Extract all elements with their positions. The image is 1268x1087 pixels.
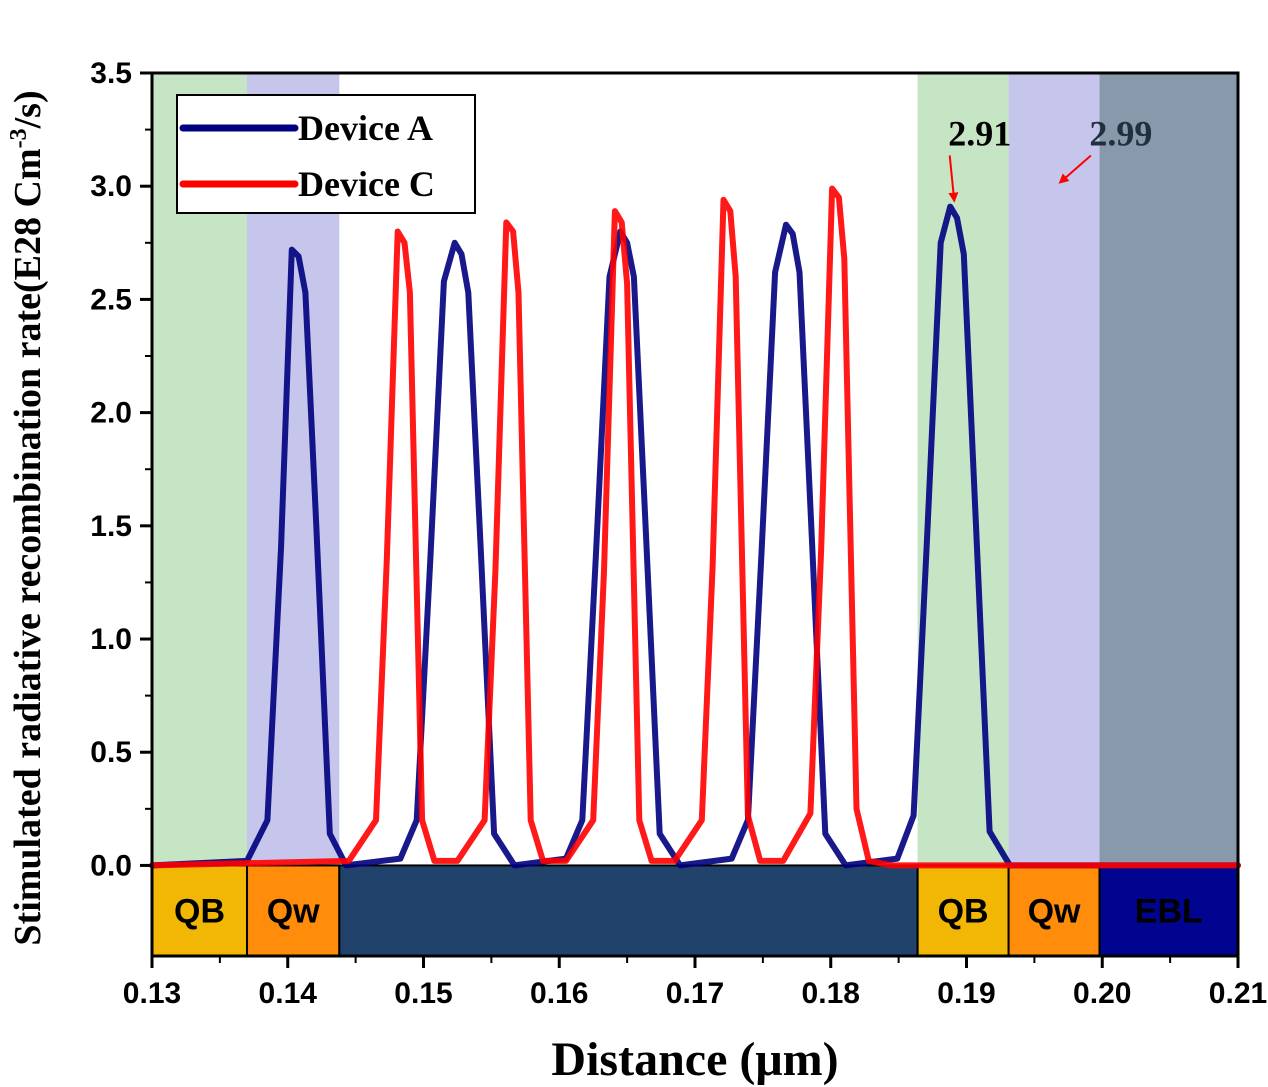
x-tick-label: 0.19 (937, 977, 995, 1010)
x-tick-label: 0.14 (259, 977, 318, 1010)
series-lines (149, 185, 1241, 869)
x-tick-label: 0.13 (123, 977, 181, 1010)
x-tick-label: 0.20 (1073, 977, 1131, 1010)
annotation-label-1: 2.99 (1089, 113, 1152, 153)
legend-box (176, 94, 476, 214)
y-tick-label: 1.0 (90, 623, 132, 656)
layer-label-qw: Qw (267, 893, 320, 931)
annotation-arrow-1 (1058, 154, 1092, 184)
layer-label-qb: QB (938, 893, 989, 931)
layer-label-qb: QB (174, 893, 225, 931)
layer-bar: QB Qw QB Qw EBL (151, 864, 1240, 958)
y-tick-label: 1.5 (90, 510, 132, 543)
annotation-arrow-0 (948, 155, 959, 203)
y-tick-label: 2.5 (90, 283, 132, 316)
x-tick-label: 0.17 (666, 977, 724, 1010)
y-axis-ticks: 0.0 0.5 1.0 1.5 2.0 2.5 3.0 3.5 (90, 57, 152, 882)
legend-label-device-a: Device A (298, 108, 433, 148)
x-axis-ticks: 0.13 0.14 0.15 0.16 0.17 0.18 0.19 0.20 0.21 (123, 956, 1267, 1010)
x-tick-label: 0.21 (1209, 977, 1267, 1010)
layer-label-ebl: EBL (1135, 893, 1203, 931)
legend-label-device-c: Device C (298, 164, 435, 204)
background-region-3 (1008, 73, 1100, 866)
x-tick-label: 0.18 (802, 977, 860, 1010)
y-tick-label: 3.0 (90, 170, 132, 203)
x-tick-label: 0.15 (394, 977, 452, 1010)
layer-segment-3 (916, 864, 1010, 958)
y-axis-title: Stimulated radiative recombination rate(… (6, 90, 49, 945)
y-axis-title-end: /s) (7, 90, 49, 129)
x-tick-label: 0.16 (530, 977, 588, 1010)
y-axis-title-main: Stimulated radiative recombination rate(… (7, 148, 49, 945)
y-axis-title-superscript: -3 (6, 128, 32, 148)
annotations: 2.91 2.99 (948, 113, 1152, 203)
layer-segment-4 (1007, 864, 1101, 958)
layer-label-qw: Qw (1028, 893, 1081, 931)
legend: Device A Device C (176, 94, 476, 214)
layer-segment-2 (338, 864, 919, 958)
background-region-4 (1099, 73, 1238, 866)
annotation-label-0: 2.91 (948, 113, 1011, 153)
x-axis-title: Distance (μm) (551, 1033, 838, 1086)
y-tick-label: 0.0 (90, 849, 132, 882)
series-line-device-a (149, 203, 1241, 869)
y-tick-label: 3.5 (90, 57, 132, 90)
series-line-device-c (149, 185, 1241, 869)
y-tick-label: 2.0 (90, 397, 132, 430)
y-tick-label: 0.5 (90, 736, 132, 769)
